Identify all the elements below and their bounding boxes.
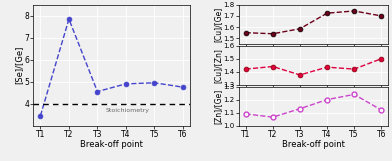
Y-axis label: [Zn]/[Ge]: [Zn]/[Ge] bbox=[213, 89, 222, 124]
Text: Stoichiometry: Stoichiometry bbox=[106, 108, 150, 113]
Y-axis label: [Cu]/[Zn]: [Cu]/[Zn] bbox=[213, 48, 222, 83]
X-axis label: Break-off point: Break-off point bbox=[80, 140, 143, 149]
Y-axis label: [Se]/[Ge]: [Se]/[Ge] bbox=[14, 46, 23, 84]
X-axis label: Break-off point: Break-off point bbox=[282, 140, 345, 149]
Y-axis label: [Cu]/[Ge]: [Cu]/[Ge] bbox=[213, 7, 222, 42]
